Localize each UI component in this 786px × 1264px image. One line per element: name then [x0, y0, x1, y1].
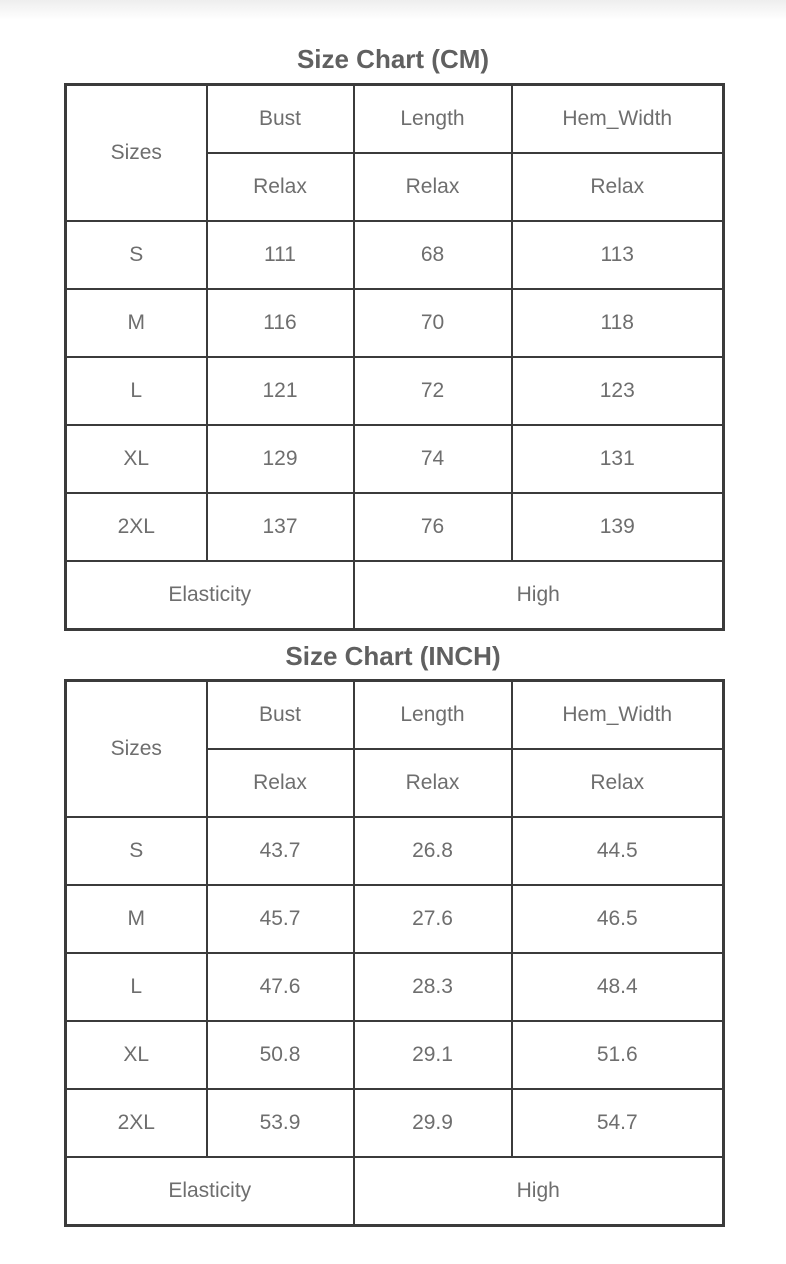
size-label-cell: M	[64, 884, 208, 954]
size-row-l: L 121 72 123	[64, 356, 725, 426]
size-label-cell: S	[64, 816, 208, 886]
measurement-value-cell: 46.5	[510, 884, 725, 954]
size-row-xl: XL 50.8 29.1 51.6	[64, 1020, 725, 1090]
measurement-value-cell: 54.7	[510, 1088, 725, 1158]
header-row-sub: Relax Relax Relax	[66, 152, 725, 222]
measurement-value-cell: 26.8	[352, 816, 513, 886]
measurement-value-cell: 29.1	[352, 1020, 513, 1090]
measurement-value-cell: 72	[352, 356, 513, 426]
subheader-relax-cell: Relax	[205, 748, 355, 818]
size-row-s: S 43.7 26.8 44.5	[64, 816, 725, 886]
measurement-value-cell: 28.3	[352, 952, 513, 1022]
subheader-relax-cell: Relax	[510, 152, 725, 222]
subheader-relax-cell: Relax	[510, 748, 725, 818]
size-label-cell: L	[64, 356, 208, 426]
elasticity-value-cell: High	[352, 560, 725, 631]
size-row-s: S 111 68 113	[64, 220, 725, 290]
measurement-value-cell: 121	[205, 356, 355, 426]
size-label-cell: XL	[64, 424, 208, 494]
measurement-value-cell: 48.4	[510, 952, 725, 1022]
size-row-m: M 116 70 118	[64, 288, 725, 358]
header-row-main: Sizes Bust Length Hem_Width	[64, 679, 725, 818]
size-label-cell: L	[64, 952, 208, 1022]
size-label-cell: M	[64, 288, 208, 358]
size-chart-cm-table: Sizes Bust Length Hem_Width Relax Relax Relax S…	[64, 83, 725, 631]
column-header-bust: Bust	[205, 679, 355, 750]
measurement-value-cell: 131	[510, 424, 725, 494]
measurement-value-cell: 47.6	[205, 952, 355, 1022]
page-top-fade	[0, 0, 786, 20]
measurement-value-cell: 51.6	[510, 1020, 725, 1090]
subheader-relax-cell: Relax	[352, 152, 513, 222]
measurement-value-cell: 70	[352, 288, 513, 358]
measurement-value-cell: 53.9	[205, 1088, 355, 1158]
column-header-bust: Bust	[205, 83, 355, 154]
measurement-value-cell: 139	[510, 492, 725, 562]
sizes-header-cell: Sizes	[64, 679, 208, 818]
size-label-cell: XL	[64, 1020, 208, 1090]
measurement-value-cell: 50.8	[205, 1020, 355, 1090]
measurement-value-cell: 44.5	[510, 816, 725, 886]
size-row-m: M 45.7 27.6 46.5	[64, 884, 725, 954]
elasticity-row: Elasticity High	[64, 1156, 725, 1227]
size-row-l: L 47.6 28.3 48.4	[64, 952, 725, 1022]
size-chart-cm-title: Size Chart (CM)	[296, 44, 490, 74]
header-row-main: Sizes Bust Length Hem_Width	[64, 83, 725, 222]
measurement-value-cell: 137	[205, 492, 355, 562]
measurement-value-cell: 27.6	[352, 884, 513, 954]
sizes-header-cell: Sizes	[64, 83, 208, 222]
size-label-cell: 2XL	[64, 1088, 208, 1158]
measurement-value-cell: 116	[205, 288, 355, 358]
measurement-value-cell: 118	[510, 288, 725, 358]
column-header-hem_width: Hem_Width	[510, 83, 725, 154]
measurement-value-cell: 111	[205, 220, 355, 290]
measurement-value-cell: 68	[352, 220, 513, 290]
measurement-value-cell: 123	[510, 356, 725, 426]
size-chart-page: Size Chart (CM) Sizes Bust Length Hem_Width…	[0, 44, 786, 1227]
measurement-value-cell: 45.7	[205, 884, 355, 954]
elasticity-label-cell: Elasticity	[64, 560, 355, 631]
size-chart-inch-title: Size Chart (INCH)	[285, 641, 501, 671]
size-row-2xl: 2XL 53.9 29.9 54.7	[64, 1088, 725, 1158]
size-label-cell: 2XL	[64, 492, 208, 562]
measurement-value-cell: 76	[352, 492, 513, 562]
header-row-sub: Relax Relax Relax	[66, 748, 725, 818]
subheader-relax-cell: Relax	[205, 152, 355, 222]
elasticity-row: Elasticity High	[64, 560, 725, 631]
size-chart-inch-table: Sizes Bust Length Hem_Width Relax Relax Relax S…	[64, 679, 725, 1227]
elasticity-value-cell: High	[352, 1156, 725, 1227]
measurement-value-cell: 129	[205, 424, 355, 494]
measurement-value-cell: 74	[352, 424, 513, 494]
column-header-hem_width: Hem_Width	[510, 679, 725, 750]
size-row-xl: XL 129 74 131	[64, 424, 725, 494]
size-label-cell: S	[64, 220, 208, 290]
elasticity-label-cell: Elasticity	[64, 1156, 355, 1227]
column-header-length: Length	[352, 679, 513, 750]
measurement-value-cell: 29.9	[352, 1088, 513, 1158]
column-header-length: Length	[352, 83, 513, 154]
subheader-relax-cell: Relax	[352, 748, 513, 818]
size-row-2xl: 2XL 137 76 139	[64, 492, 725, 562]
measurement-value-cell: 113	[510, 220, 725, 290]
measurement-value-cell: 43.7	[205, 816, 355, 886]
